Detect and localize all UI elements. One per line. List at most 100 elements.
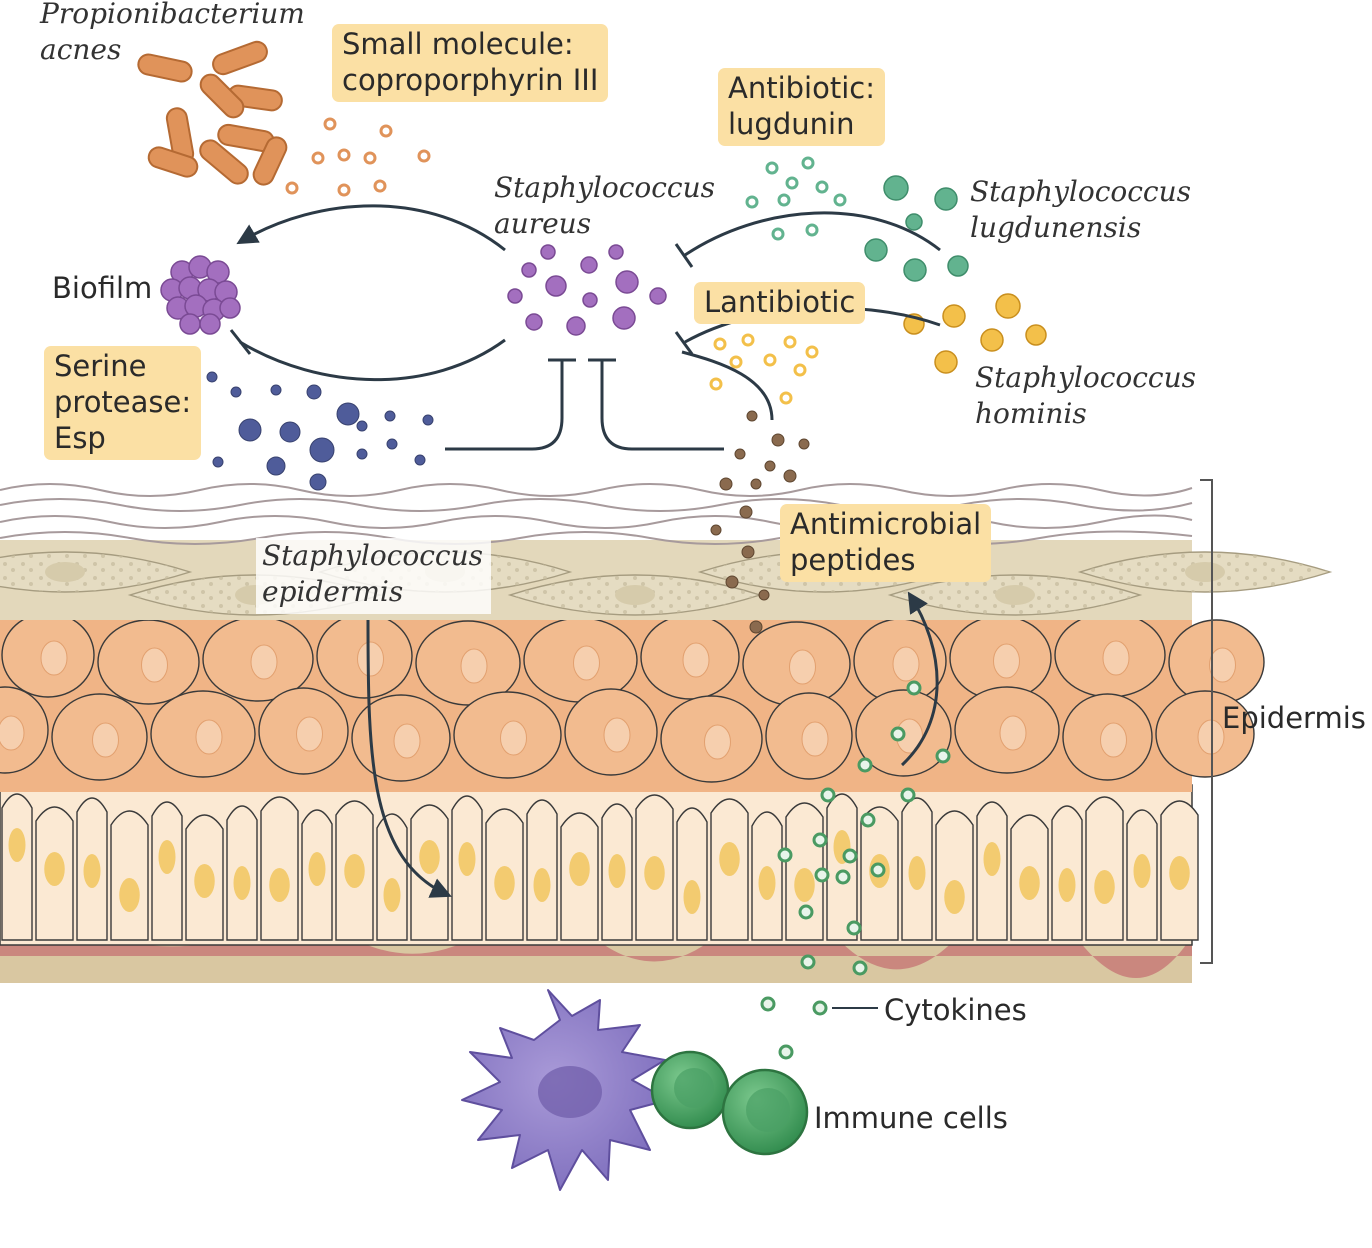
small-molecule-dots	[285, 117, 847, 405]
keratinocyte-nucleus	[573, 645, 600, 681]
basal-nucleus	[719, 842, 740, 876]
basal-nucleus	[1133, 854, 1151, 888]
keratinocyte-nucleus	[0, 715, 25, 751]
lantibiotic-dot	[741, 333, 755, 347]
lugdunin-dot	[815, 180, 829, 194]
keratinocyte-nucleus	[357, 641, 384, 677]
coproporphyrin-dot	[363, 151, 377, 165]
basal-nucleus	[194, 864, 215, 898]
basal-nucleus	[908, 856, 926, 890]
corneocyte-granules	[0, 552, 190, 592]
basal-nucleus	[269, 868, 290, 902]
basal-nucleus	[158, 840, 176, 874]
keratinocyte-cells	[0, 612, 1265, 783]
basal-nucleus	[419, 840, 440, 874]
cytokine-dots	[760, 680, 951, 1060]
keratinocyte-nucleus	[682, 642, 710, 678]
stratum-corneum-lines	[0, 483, 1193, 545]
basal-nucleus	[119, 878, 140, 912]
lantibiotic-dot	[779, 391, 793, 405]
basal-cell	[1085, 796, 1124, 941]
keratinocyte-nucleus	[993, 643, 1020, 679]
lantibiotic-dot	[805, 345, 819, 359]
lantibiotic-dot	[763, 353, 777, 367]
coproporphyrin-dot	[285, 181, 299, 195]
basal-nucleus	[1058, 868, 1076, 902]
basal-nucleus	[1094, 870, 1115, 904]
s-lugdunensis-cocci	[864, 175, 969, 282]
corneocyte-remnant	[995, 585, 1035, 605]
keratinocyte-nucleus	[460, 648, 488, 684]
lugdunin-dot	[833, 193, 847, 207]
basal-nucleus	[533, 868, 551, 902]
lantibiotic-dot	[713, 337, 727, 351]
keratinocyte-nucleus	[500, 720, 527, 756]
keratinocyte-nucleus	[999, 715, 1027, 751]
basal-nucleus	[233, 866, 251, 900]
s-lugdunensis-label: Staphylococcus lugdunensis	[970, 175, 1192, 244]
amp-label: Antimicrobial peptides	[780, 504, 992, 582]
coproporphyrin-dot	[337, 183, 351, 197]
basal-nucleus	[569, 852, 590, 886]
basal-cell	[676, 807, 708, 941]
coproporphyrin-dot	[323, 117, 337, 131]
basal-nucleus	[794, 868, 815, 902]
keratinocyte-nucleus	[1102, 640, 1130, 676]
basal-nucleus	[983, 842, 1001, 876]
amp-inhibits-aureus	[681, 350, 774, 421]
keratinocyte-nucleus	[195, 719, 223, 755]
basal-nucleus	[608, 854, 626, 888]
epidermis-inhibit-right	[600, 360, 724, 451]
small-molecule-label: Small molecule: coproporphyrin III	[332, 24, 609, 102]
keratinocyte-nucleus	[892, 646, 920, 682]
lugdunin-dot	[745, 195, 759, 209]
keratinocyte-nucleus	[789, 649, 816, 685]
epidermis-bracket	[1200, 479, 1213, 964]
aureus-to-biofilm-arrow	[236, 204, 506, 252]
epidermis-tissue	[0, 483, 1333, 983]
keratinocyte-nucleus	[40, 640, 68, 676]
basal-nucleus	[8, 828, 26, 862]
s-hominis-cocci	[903, 293, 1047, 374]
epidermis-inhibit-left	[445, 360, 564, 451]
corneocyte-remnant	[615, 585, 655, 605]
keratinocyte-nucleus	[92, 722, 119, 758]
basal-nucleus	[494, 866, 515, 900]
basal-cell	[1, 793, 33, 941]
basal-nucleus	[683, 880, 701, 914]
basal-nucleus	[83, 854, 101, 888]
lugdunin-dot	[801, 156, 815, 170]
corneocyte-cells	[0, 551, 1333, 616]
basal-nucleus	[758, 866, 776, 900]
lantibiotic-dot	[709, 377, 723, 391]
basal-nucleus	[1019, 866, 1040, 900]
coproporphyrin-dot	[379, 124, 393, 138]
immune-cells-label: Immune cells	[814, 1101, 1008, 1135]
basal-cell	[826, 793, 858, 941]
s-hominis-label: Staphylococcus hominis	[975, 361, 1197, 430]
protease-inhibits-biofilm	[239, 338, 506, 382]
basal-nucleus	[458, 842, 476, 876]
epidermis-to-cells-arrow	[366, 619, 452, 898]
basal-cell	[110, 810, 149, 941]
lugdunin-dot	[785, 176, 799, 190]
basal-nucleus	[383, 878, 401, 912]
s-aureus-label: Staphylococcus aureus	[494, 171, 716, 240]
keratinocyte-nucleus	[801, 721, 829, 757]
s-epidermis-label: Staphylococcus epidermis	[256, 538, 492, 614]
amp-dots	[710, 410, 810, 634]
cells-to-amp-arrow	[900, 591, 939, 767]
coproporphyrin-dot	[337, 148, 351, 162]
lugdunin-inhibits-aureus	[684, 211, 941, 257]
basal-cells	[1, 793, 1199, 941]
basal-nucleus	[944, 880, 965, 914]
lantibiotic-dot	[793, 363, 807, 377]
lantibiotic-dot	[729, 355, 743, 369]
epidermis-label: Epidermis	[1222, 701, 1366, 735]
coproporphyrin-dot	[311, 151, 325, 165]
lugdunin-dot	[805, 223, 819, 237]
lantibiotic-label: Lantibiotic	[694, 282, 866, 324]
keratinocyte-nucleus	[704, 724, 731, 760]
s-aureus-cocci	[507, 244, 667, 336]
